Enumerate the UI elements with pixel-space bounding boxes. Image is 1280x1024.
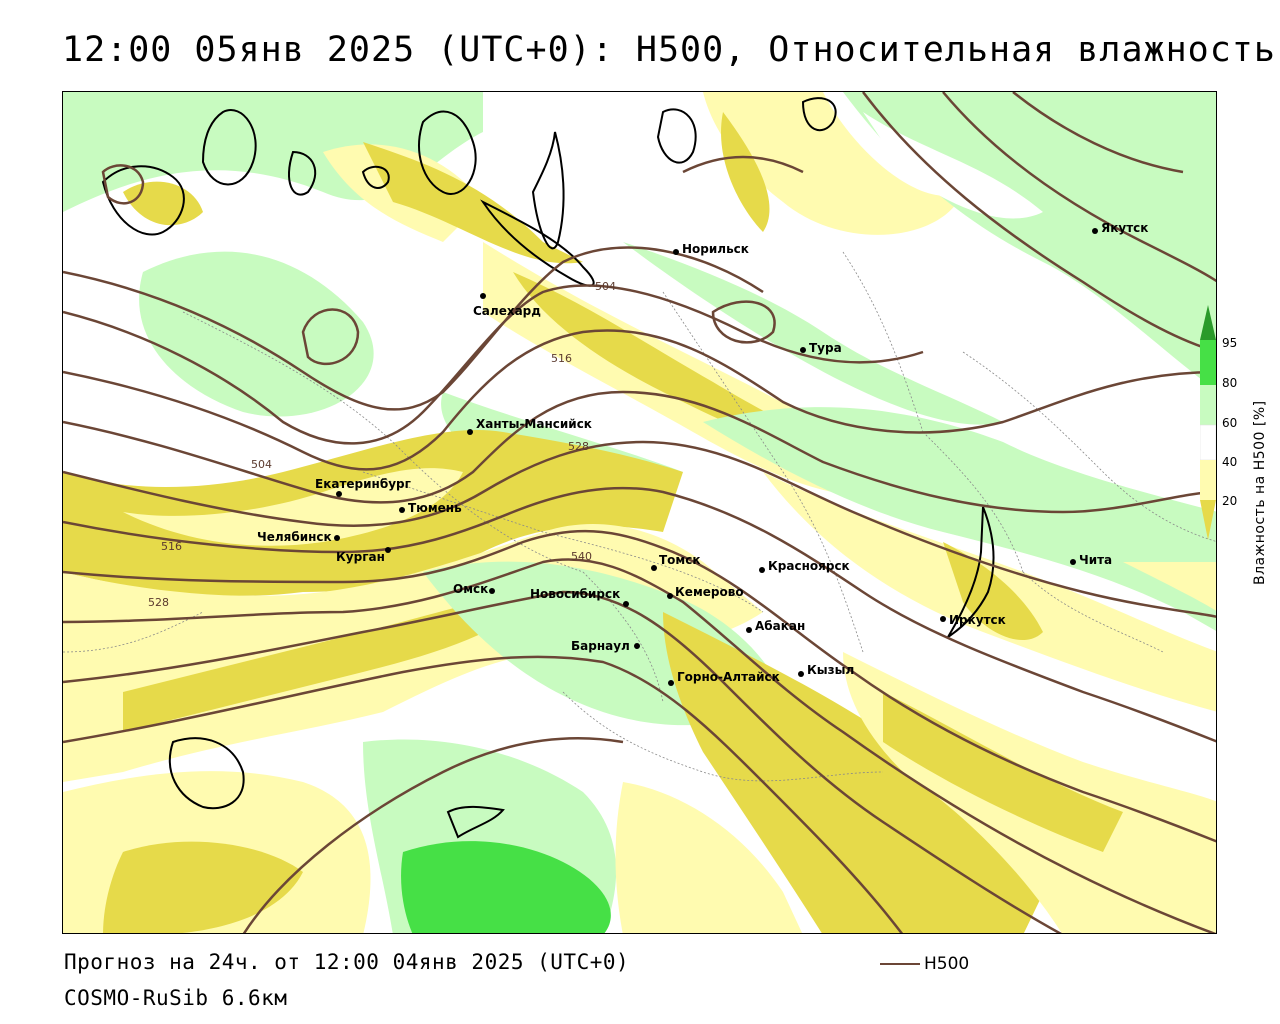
city-dot xyxy=(673,249,679,255)
colorbar-tick: 60 xyxy=(1222,416,1238,430)
contour-label: 540 xyxy=(571,550,592,563)
colorbar-80-95 xyxy=(1200,340,1216,385)
contour-label: 504 xyxy=(251,458,272,471)
city-dot xyxy=(746,627,752,633)
colorbar-lt20 xyxy=(1200,500,1216,540)
city-dot xyxy=(668,680,674,686)
city-label: Томск xyxy=(659,553,701,567)
humidity-colorbar xyxy=(1200,305,1216,540)
city-dot xyxy=(480,293,486,299)
city-label: Челябинск xyxy=(257,530,332,544)
city-dot xyxy=(940,616,946,622)
city-label: Абакан xyxy=(755,619,805,633)
city-dot xyxy=(623,601,629,607)
map-panel: 504 516 528 540 504 516 528 Якутск Норил… xyxy=(62,91,1217,934)
city-label: Екатеринбург xyxy=(315,477,411,491)
city-label: Красноярск xyxy=(768,559,850,573)
city-dot xyxy=(336,491,342,497)
city-dot xyxy=(489,588,495,594)
colorbar-title: Влажность на H500 [%] xyxy=(1252,400,1268,585)
city-dot xyxy=(399,507,405,513)
city-label: Горно-Алтайск xyxy=(677,670,780,684)
colorbar-tick: 95 xyxy=(1222,336,1238,350)
h500-contours xyxy=(63,92,1216,933)
city-label: Кызыл xyxy=(807,663,854,677)
city-dot xyxy=(334,535,340,541)
contour-label: 528 xyxy=(568,440,589,453)
city-dot xyxy=(651,565,657,571)
colorbar-tick: 20 xyxy=(1222,494,1238,508)
colorbar-20-40 xyxy=(1200,460,1216,500)
city-label: Иркутск xyxy=(949,613,1006,627)
city-dot xyxy=(1070,559,1076,565)
h500-legend-label: H500 xyxy=(924,954,970,974)
city-dot xyxy=(800,347,806,353)
city-label: Салехард xyxy=(473,304,541,318)
city-dot xyxy=(667,593,673,599)
city-label: Барнаул xyxy=(571,639,630,653)
colorbar-tick: 80 xyxy=(1222,376,1238,390)
city-dot xyxy=(798,671,804,677)
city-label: Норильск xyxy=(682,242,749,256)
city-label: Ханты-Мансийск xyxy=(476,417,592,431)
city-dot xyxy=(467,429,473,435)
city-dot xyxy=(634,643,640,649)
colorbar-60-80 xyxy=(1200,385,1216,425)
city-label: Кемерово xyxy=(675,585,744,599)
city-label: Чита xyxy=(1079,553,1112,567)
colorbar-gt95 xyxy=(1200,305,1216,340)
model-name: COSMO-RuSib 6.6км xyxy=(64,986,288,1010)
city-label: Новосибирск xyxy=(530,587,620,601)
map-title: 12:00 05янв 2025 (UTC+0): H500, Относите… xyxy=(62,30,1276,70)
city-label: Омск xyxy=(453,582,488,596)
city-label: Курган xyxy=(336,550,385,564)
city-dot xyxy=(1092,228,1098,234)
contour-labels: 504 516 528 540 504 516 528 xyxy=(148,280,616,609)
h500-legend-line xyxy=(880,963,920,965)
city-label: Тура xyxy=(809,341,842,355)
region-boundaries xyxy=(63,251,1216,782)
city-label: Якутск xyxy=(1101,221,1148,235)
colorbar-40-60 xyxy=(1200,424,1216,461)
city-dot xyxy=(759,567,765,573)
contour-label: 516 xyxy=(551,352,572,365)
colorbar-tick: 40 xyxy=(1222,455,1238,469)
city-dot xyxy=(385,547,391,553)
contour-label: 504 xyxy=(595,280,616,293)
contour-label: 528 xyxy=(148,596,169,609)
contour-label: 516 xyxy=(161,540,182,553)
city-markers: Якутск Норильск Салехард Тура Ханты-Манс… xyxy=(257,221,1148,686)
city-label: Тюмень xyxy=(408,501,462,515)
map-canvas: 504 516 528 540 504 516 528 Якутск Норил… xyxy=(63,92,1216,933)
forecast-info: Прогноз на 24ч. от 12:00 04янв 2025 (UTC… xyxy=(64,950,630,974)
